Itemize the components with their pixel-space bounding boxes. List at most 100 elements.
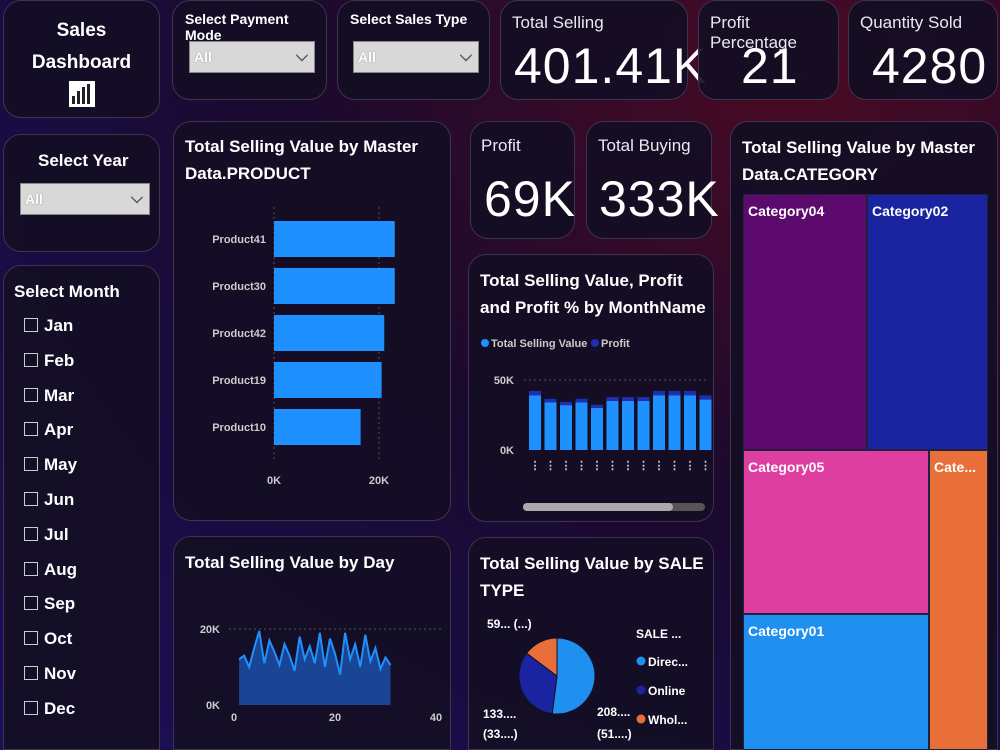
checkbox-icon[interactable] <box>24 457 38 472</box>
profit-bar <box>560 401 572 406</box>
x-tick-label: ⋮ <box>685 460 696 472</box>
month-option-jan[interactable]: Jan <box>24 316 73 336</box>
selling-bar <box>544 402 557 450</box>
month-option-nov[interactable]: Nov <box>24 664 76 684</box>
checkbox-icon[interactable] <box>24 387 38 402</box>
dashboard-title-line1: Sales <box>56 20 107 41</box>
checkbox-icon[interactable] <box>24 318 38 332</box>
month-option-label: Apr <box>44 420 74 440</box>
x-tick-label: 20 <box>329 712 341 724</box>
checkbox-icon[interactable] <box>24 561 38 576</box>
month-option-jul[interactable]: Jul <box>24 525 69 545</box>
sales-type-slicer: Select Sales Type All ⌵ <box>337 0 490 100</box>
bar <box>274 315 385 351</box>
month-option-oct[interactable]: Oct <box>24 629 72 649</box>
legend-label: Profit <box>601 338 630 350</box>
y-tick-label: 0K <box>500 445 514 457</box>
checkbox-icon[interactable] <box>24 422 38 437</box>
pie-slice <box>525 637 558 678</box>
month-chart-title: Total Selling Value, Profit and Profit %… <box>480 271 706 317</box>
kpi-total-selling: Total Selling 401.41K <box>500 0 706 100</box>
selling-bar <box>606 401 619 450</box>
kpi-profit: Profit 69K <box>470 121 575 239</box>
profit-bar <box>637 397 650 401</box>
checkbox-icon[interactable] <box>24 631 38 646</box>
selling-bar <box>653 395 665 450</box>
month-option-jun[interactable]: Jun <box>24 490 74 510</box>
month-option-dec[interactable]: Dec <box>24 699 75 719</box>
month-option-label: Jan <box>44 316 74 335</box>
product-chart-title: Total Selling Value by Master Data.PRODU… <box>185 137 419 183</box>
month-option-label: May <box>44 455 78 475</box>
treemap-cell-category04[interactable]: Category04 <box>743 194 867 450</box>
month-slicer-label: Select Month <box>14 282 120 301</box>
month-option-label: Oct <box>44 629 73 649</box>
data-label: 133.... <box>483 707 516 721</box>
checkbox-icon[interactable] <box>24 492 38 506</box>
x-tick-label: 0K <box>267 475 281 487</box>
pie-slice <box>551 637 596 715</box>
selling-bar <box>684 395 696 450</box>
category-label: Product19 <box>212 375 266 387</box>
month-option-may[interactable]: May <box>24 455 77 475</box>
profit-bar <box>668 390 681 396</box>
checkbox-icon[interactable] <box>24 700 38 715</box>
checkbox-icon[interactable] <box>24 596 38 611</box>
category-label: Product41 <box>212 234 266 246</box>
bar <box>274 268 395 304</box>
selling-bar <box>668 395 681 450</box>
selling-bar <box>699 399 712 450</box>
bar <box>274 221 395 257</box>
year-dropdown-value: All <box>25 191 43 207</box>
month-option-sep[interactable]: Sep <box>24 594 75 614</box>
title-card: Sales Dashboard <box>3 0 160 118</box>
category-chart-card: Total Selling Value by Master Data.CATEG… <box>730 121 998 750</box>
treemap-cell-category03[interactable]: Cate... <box>929 450 988 750</box>
legend-label: Direc... <box>648 655 688 669</box>
month-option-apr[interactable]: Apr <box>24 420 73 440</box>
day-chart-title: Total Selling Value by Day <box>185 553 395 572</box>
payment-mode-slicer: Select Payment Mode All ⌵ <box>172 0 327 100</box>
month-option-feb[interactable]: Feb <box>24 351 74 371</box>
x-tick-label: 20K <box>369 475 389 487</box>
month-chart-card: Total Selling Value, Profit and Profit %… <box>468 254 714 522</box>
sale-type-chart-title: Total Selling Value by SALE TYPE <box>480 554 704 600</box>
month-combo-chart: Total Selling Value Profit 50K 0K ⋮ ⋮ ⋮ ⋮ ⋮ ⋮ ⋮ ⋮ ⋮ ⋮… <box>481 338 712 511</box>
treemap-cell-category05[interactable]: Category05 <box>743 450 929 614</box>
kpi-profit-value: 69K <box>484 171 576 227</box>
category-label: Product42 <box>212 328 266 340</box>
checkbox-icon[interactable] <box>24 526 38 541</box>
treemap-cell-category01[interactable]: Category01 <box>743 614 929 750</box>
month-option-aug[interactable]: Aug <box>24 560 77 580</box>
chevron-down-icon: ⌵ <box>130 190 143 207</box>
legend-marker <box>591 339 599 347</box>
month-option-label: Jun <box>44 490 75 509</box>
x-tick-label: ⋮ <box>576 460 587 472</box>
area-fill <box>239 630 391 705</box>
chevron-down-icon: ⌵ <box>295 48 308 65</box>
treemap-cell-category02[interactable]: Category02 <box>867 194 988 450</box>
year-dropdown[interactable]: All ⌵ <box>20 183 150 215</box>
payment-mode-dropdown[interactable]: All ⌵ <box>189 41 315 73</box>
sales-chart-icon <box>68 81 95 107</box>
selling-bar <box>529 395 541 450</box>
checkbox-icon[interactable] <box>24 666 38 680</box>
selling-bar <box>637 401 650 450</box>
x-tick-label: ⋮ <box>700 460 711 472</box>
scrollbar-thumb <box>523 503 673 511</box>
sale-type-chart-card: Total Selling Value by SALE TYPE 59... (… <box>468 537 714 750</box>
profit-bar <box>684 390 696 396</box>
data-label: 208.... <box>597 705 630 719</box>
selling-bar <box>591 408 603 450</box>
profit-bar <box>529 390 541 396</box>
legend-label: Online <box>648 684 686 698</box>
day-area-chart: 20K 0K 0 20 40 <box>200 624 442 724</box>
sales-type-dropdown[interactable]: All ⌵ <box>353 41 479 73</box>
month-option-label: Sep <box>44 594 76 614</box>
payment-mode-label: Select Payment Mode <box>185 11 289 43</box>
month-option-mar[interactable]: Mar <box>24 386 74 406</box>
month-option-label: Nov <box>44 664 77 683</box>
bar <box>274 409 361 445</box>
checkbox-icon[interactable] <box>24 352 38 367</box>
x-tick-label: ⋮ <box>623 460 634 472</box>
